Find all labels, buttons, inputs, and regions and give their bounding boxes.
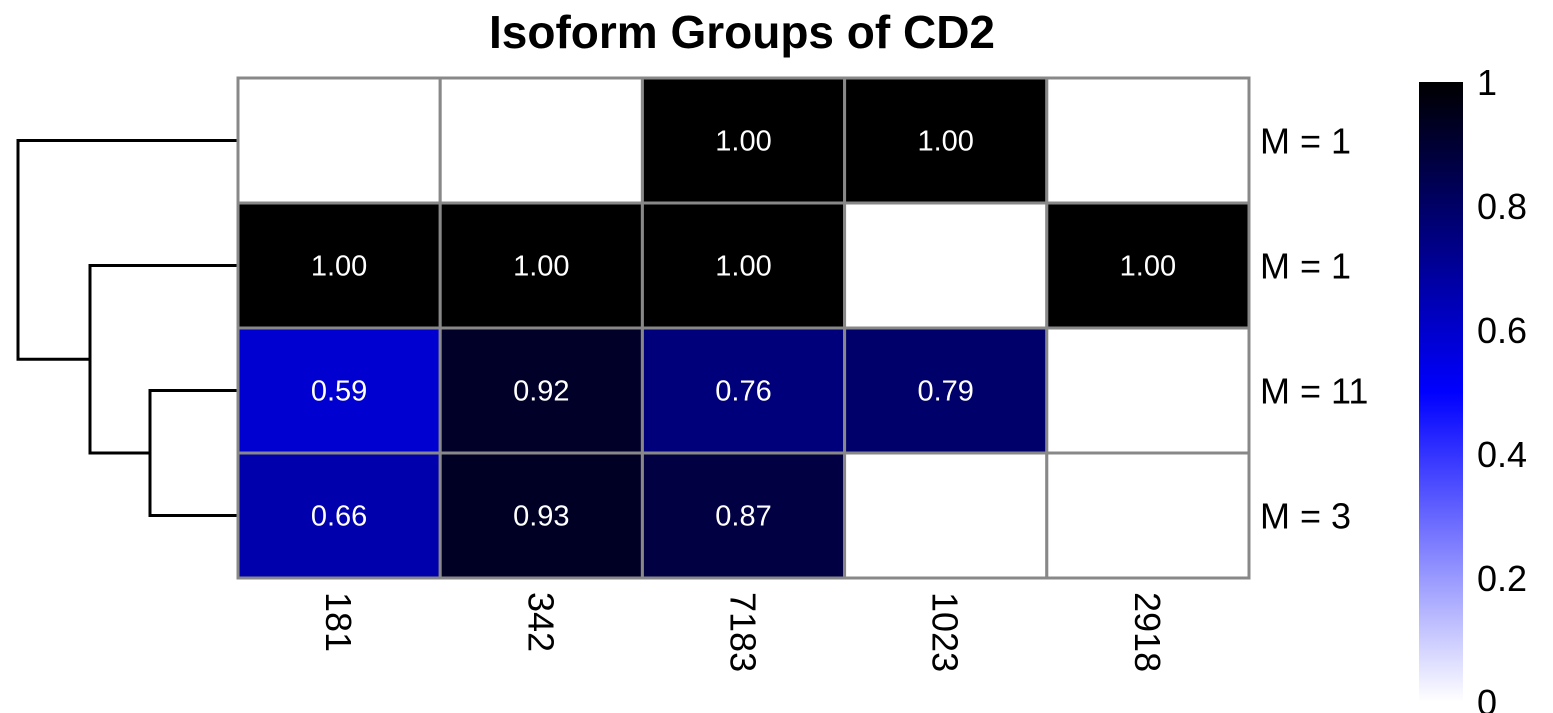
legend-tick-label: 0.6 — [1477, 310, 1527, 351]
row-labels: M = 1 M = 1 M = 11 M = 3 — [1260, 121, 1368, 537]
heatmap-cell — [640, 451, 847, 580]
heatmap-cell — [843, 326, 1049, 455]
column-labels: 181 342 7183 1023 2918 — [318, 592, 1168, 672]
legend-tick-label: 0.2 — [1477, 558, 1527, 599]
heatmap-cell — [640, 76, 847, 205]
cell-value-label: 0.59 — [311, 376, 367, 408]
cell-value-label: 1.00 — [715, 126, 771, 158]
chart-title: Isoform Groups of CD2 — [489, 6, 995, 58]
heatmap-cell — [438, 326, 644, 455]
dendrogram-branch — [88, 264, 238, 455]
heatmap-cell — [1045, 76, 1251, 205]
heatmap-cell — [843, 451, 1049, 580]
row-label: M = 1 — [1260, 121, 1351, 162]
cell-value-label: 0.93 — [513, 501, 569, 533]
row-label: M = 3 — [1260, 496, 1351, 537]
cell-value-label: 1.00 — [311, 251, 367, 283]
legend-color-bar — [1419, 82, 1463, 702]
heatmap-cell — [1045, 326, 1251, 455]
color-legend: 0 0.2 0.4 0.6 0.8 1 — [1419, 62, 1527, 713]
heatmap-cell — [236, 76, 442, 205]
column-label: 2918 — [1127, 592, 1168, 672]
heatmap-cell — [236, 201, 442, 330]
column-label: 342 — [520, 592, 561, 652]
heatmap-cell — [438, 76, 644, 205]
cell-value-label: 0.76 — [715, 376, 771, 408]
column-label: 181 — [318, 592, 359, 652]
legend-tick-label: 1 — [1477, 62, 1497, 103]
row-dendrogram — [16, 139, 238, 517]
cell-value-label: 0.79 — [917, 376, 973, 408]
heatmap-cell — [438, 451, 644, 580]
legend-tick-label: 0.8 — [1477, 186, 1527, 227]
legend-tick-label: 0.4 — [1477, 434, 1527, 475]
heatmap-cell — [1045, 201, 1251, 330]
heatmap-cell — [843, 76, 1049, 205]
row-label: M = 11 — [1260, 371, 1368, 412]
cell-value-label: 1.00 — [1120, 251, 1176, 283]
cell-value-label: 1.00 — [715, 251, 771, 283]
cell-value-label: 0.66 — [311, 501, 367, 533]
column-label: 1023 — [925, 592, 966, 672]
dendrogram-branch — [16, 139, 238, 361]
legend-tick-label: 0 — [1477, 682, 1497, 713]
cell-value-label: 0.87 — [715, 501, 771, 533]
cell-value-label: 1.00 — [513, 251, 569, 283]
heatmap-cell — [843, 201, 1049, 330]
cell-value-label: 0.92 — [513, 376, 569, 408]
heatmap-cells: 1.00 1.00 1.00 1.00 1.00 1.00 0.59 0.92 0.76 0.79… — [236, 76, 1251, 580]
row-label: M = 1 — [1260, 246, 1351, 287]
cell-value-label: 1.00 — [917, 126, 973, 158]
heatmap-cell — [1045, 451, 1251, 580]
dendrogram-branch — [148, 389, 238, 517]
column-label: 7183 — [723, 592, 764, 672]
